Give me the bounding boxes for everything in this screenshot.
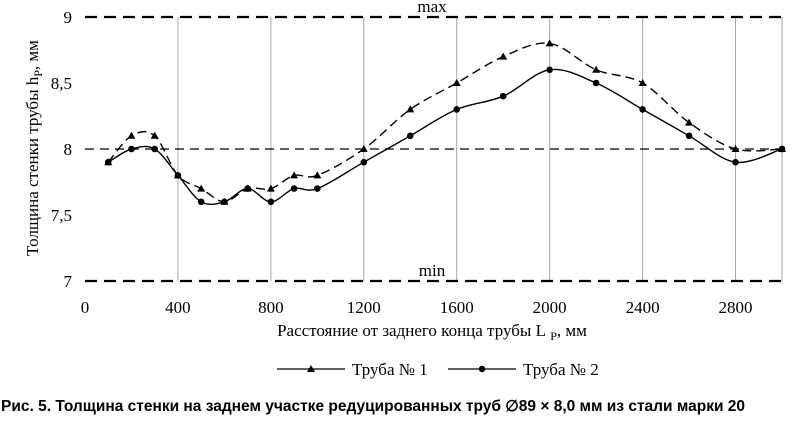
series-1-point (545, 39, 554, 47)
series-2-point (778, 145, 786, 153)
x-tick-label: 2000 (533, 298, 567, 317)
series-2-point (546, 66, 553, 74)
figure-caption: Рис. 5. Толщина стенки на заднем участке… (1, 398, 746, 415)
tick-labels: 0 400 800 1200 1600 2000 2400 2800 7 7,5 8 8,5 9 (51, 8, 753, 317)
series-2-point (592, 79, 600, 87)
series-2-point (221, 198, 228, 206)
x-axis-title: Расстояние от заднего конца трубы L P, м… (277, 321, 587, 343)
x-tick-label: 1200 (347, 298, 381, 317)
series-2-point (267, 198, 275, 206)
y-tick-label: 7,5 (51, 206, 72, 225)
series-2-point (314, 185, 321, 192)
series-2-point (685, 132, 693, 140)
limit-lines: max min (85, 0, 782, 283)
series-2-point (732, 158, 739, 166)
series-2-point (406, 132, 414, 140)
series-2-point (151, 145, 158, 153)
series-2 (104, 66, 786, 206)
series-2-point (499, 92, 507, 100)
x-tick-label: 2400 (626, 298, 660, 317)
x-tick-label: 400 (165, 298, 191, 317)
x-tick-label: 2800 (719, 298, 753, 317)
series-1-point (313, 171, 322, 179)
series-lines (104, 39, 786, 206)
legend-item-series-2: Труба № 2 (448, 360, 599, 379)
series-2-point (453, 106, 461, 113)
series-1-point (685, 118, 694, 126)
series-2-point (290, 185, 298, 192)
series-1-point (452, 79, 461, 86)
series-2-point (104, 158, 112, 166)
wall-thickness-chart: max min 0 400 800 1200 1600 2000 2400 2800 7 7,5 8 8… (23, 0, 786, 379)
series-2-line (107, 68, 783, 206)
series-1-point (290, 171, 299, 179)
x-tick-label: 1600 (440, 298, 474, 317)
series-2-point (197, 198, 205, 206)
legend-label-series-1: Труба № 1 (352, 360, 428, 379)
legend: Труба № 1 Труба № 2 (277, 360, 599, 379)
series-1-point (266, 184, 275, 192)
series-1-line (107, 42, 783, 203)
series-2-point (639, 106, 646, 113)
legend-label-series-2: Труба № 2 (523, 360, 599, 379)
series-1-point (731, 145, 740, 152)
series-1-point (638, 79, 647, 86)
series-1-point (197, 184, 206, 192)
limit-label-min: min (419, 261, 446, 280)
series-1-point (499, 52, 508, 60)
x-tick-label: 800 (258, 298, 284, 317)
series-1-point (592, 65, 601, 73)
y-tick-label: 7 (64, 272, 73, 291)
series-2-point (128, 145, 135, 153)
series-2-point (244, 185, 251, 192)
y-tick-label: 9 (64, 8, 73, 27)
x-tick-label: 0 (81, 298, 90, 317)
series-1 (104, 39, 786, 205)
y-tick-label: 8 (64, 140, 73, 159)
series-1-point (406, 105, 415, 113)
series-1-point (127, 131, 136, 139)
limit-label-max: max (417, 0, 447, 16)
series-2-point (360, 158, 368, 166)
legend-triangle-marker (307, 365, 315, 372)
y-axis-title: Толщина стенки трубы hP, мм (23, 40, 45, 256)
series-2-point (174, 172, 182, 179)
series-1-point (359, 145, 368, 152)
legend-item-series-1: Труба № 1 (277, 360, 428, 379)
series-1-point (150, 131, 159, 139)
y-tick-label: 8,5 (51, 74, 72, 93)
legend-circle-marker (478, 365, 486, 373)
